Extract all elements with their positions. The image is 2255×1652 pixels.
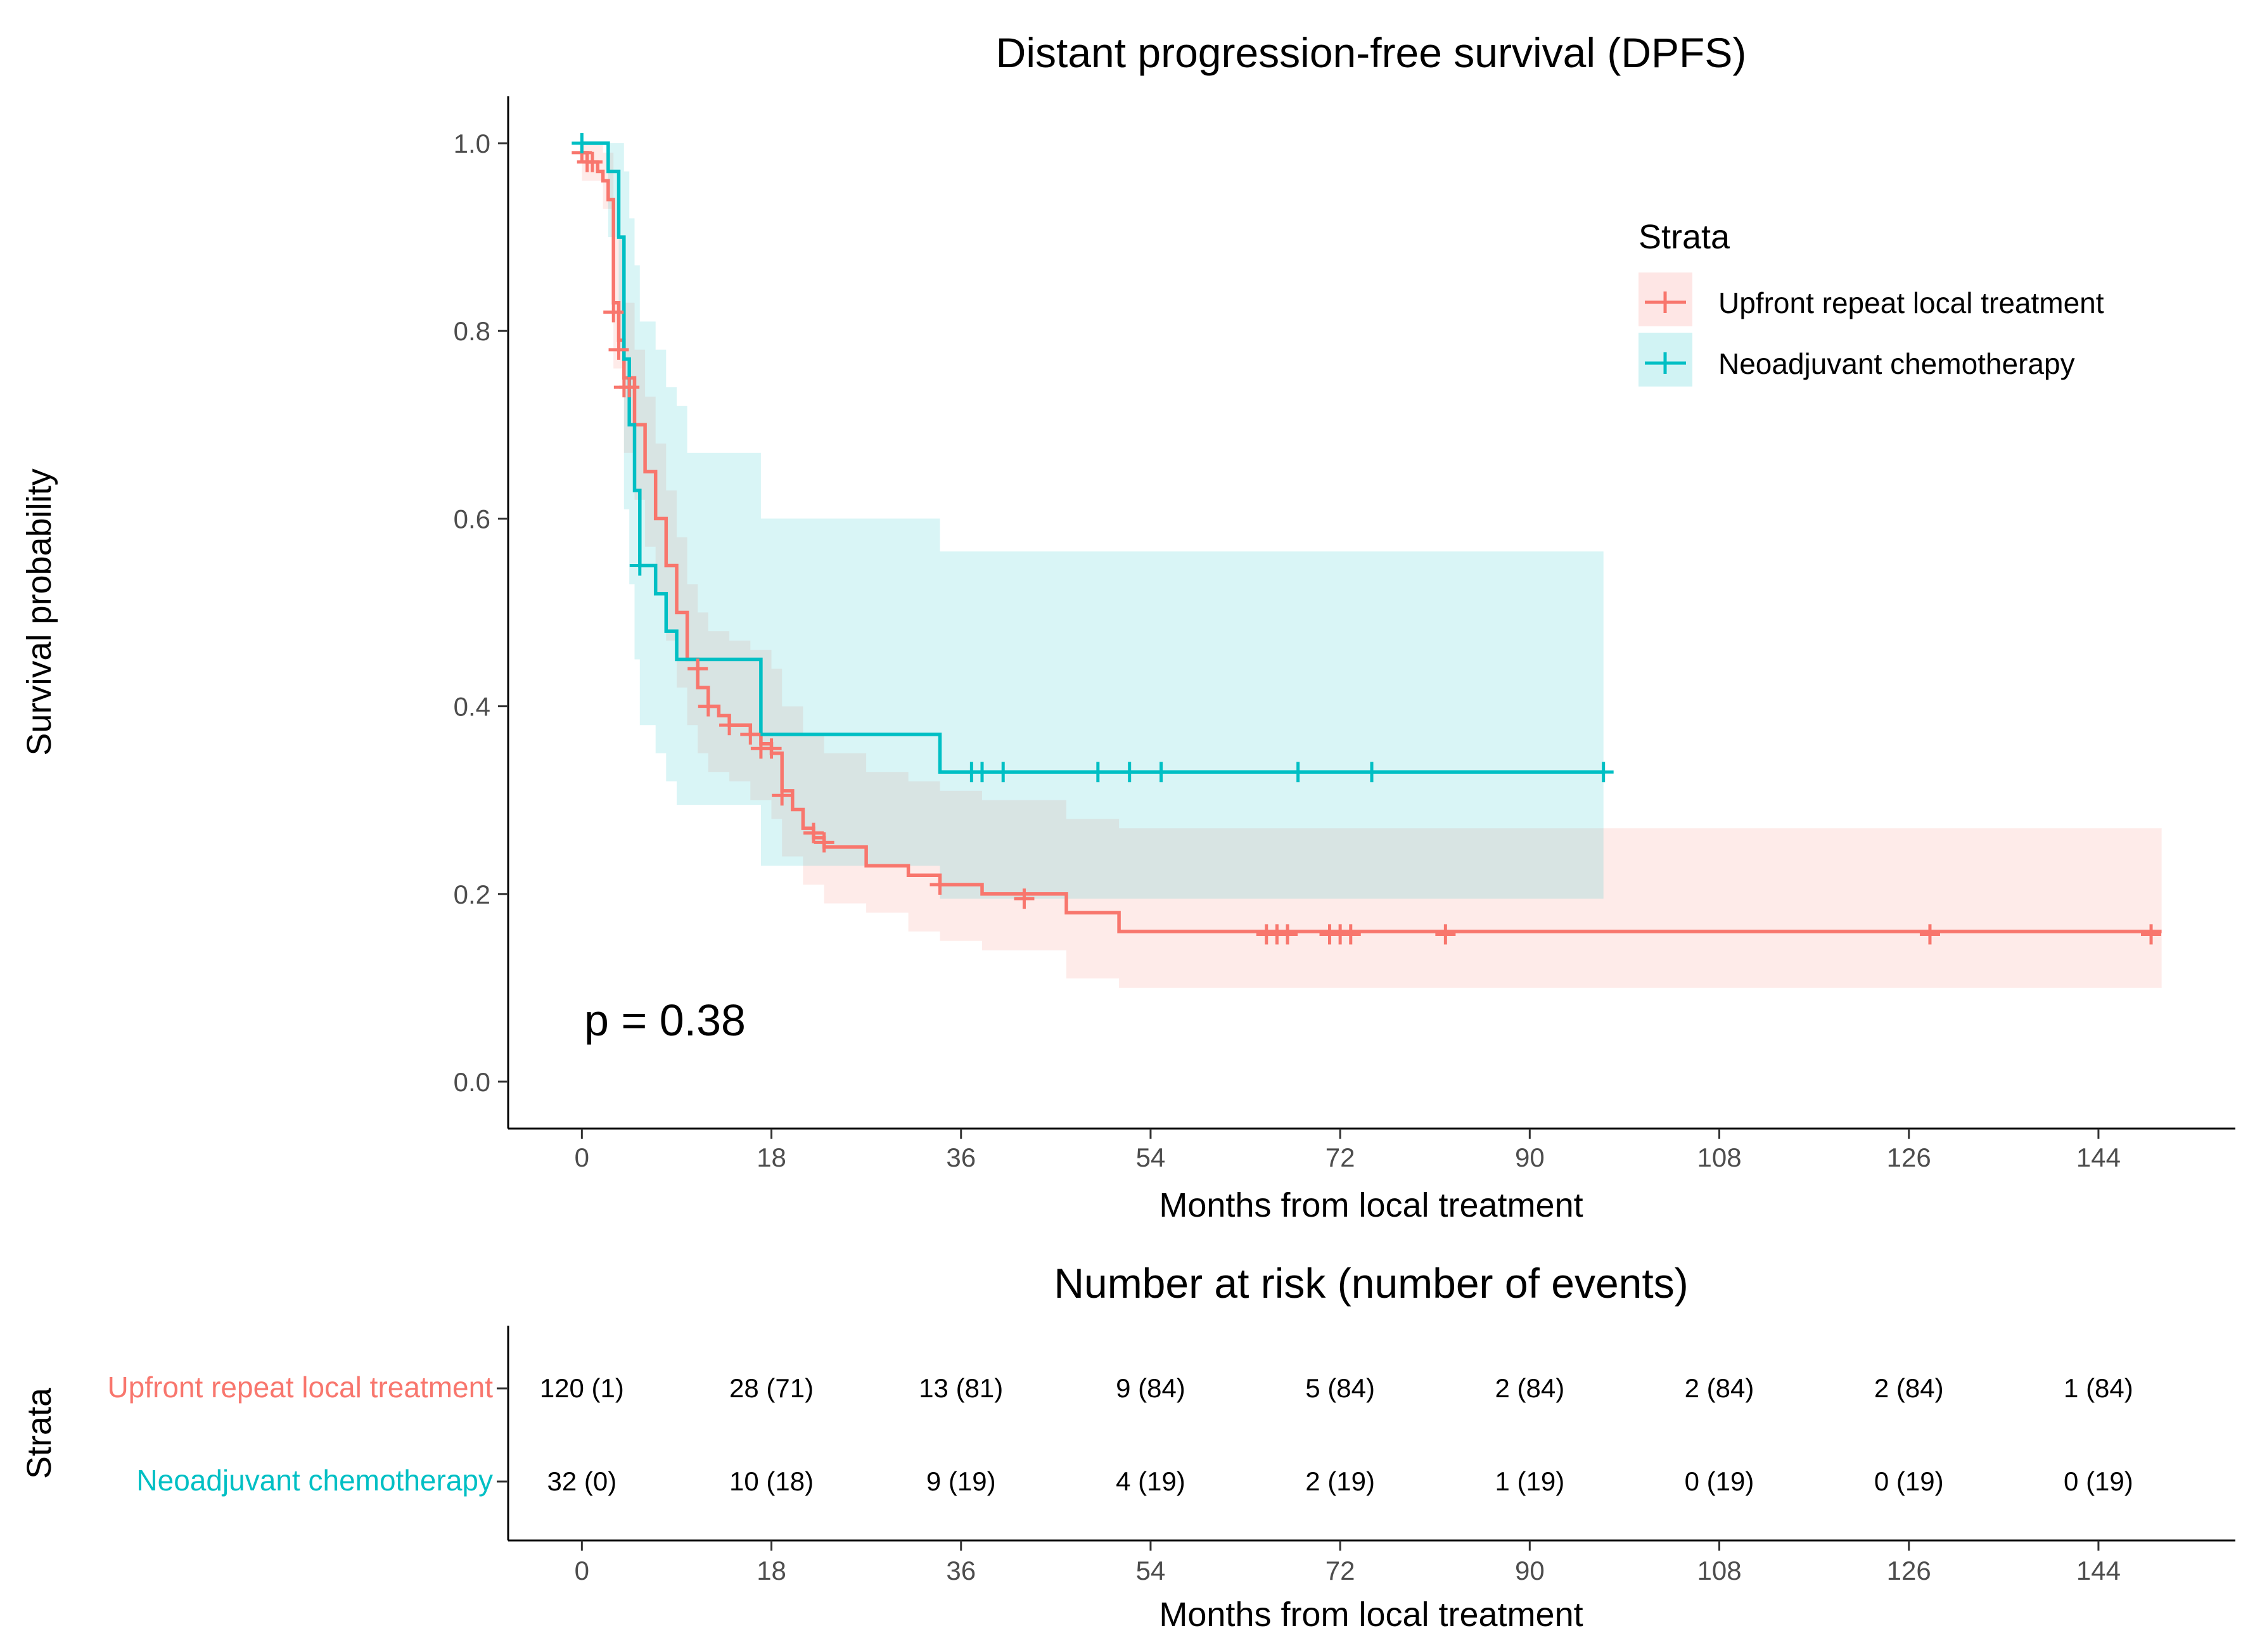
x-axis-label: Months from local treatment — [1159, 1186, 1583, 1224]
x-tick-label: 126 — [1887, 1143, 1931, 1172]
censor-mark-neoadjuvant — [572, 133, 592, 154]
risk-x-tick-label: 108 — [1697, 1556, 1741, 1585]
risk-cell: 2 (19) — [1305, 1466, 1375, 1496]
risk-cell: 2 (84) — [1874, 1373, 1944, 1403]
x-tick-label: 0 — [575, 1143, 589, 1172]
y-tick-label: 1.0 — [454, 129, 490, 158]
censor-mark-upfront — [582, 151, 603, 172]
risk-cell: 2 (84) — [1495, 1373, 1564, 1403]
x-tick-label: 18 — [757, 1143, 786, 1172]
censor-mark-upfront — [772, 785, 793, 806]
x-tick-label: 54 — [1136, 1143, 1166, 1172]
risk-cell: 1 (84) — [2064, 1373, 2133, 1403]
x-tick-label: 36 — [946, 1143, 976, 1172]
risk-x-tick-label: 90 — [1515, 1556, 1545, 1585]
censor-mark-neoadjuvant — [1362, 762, 1382, 783]
censor-mark-upfront — [603, 302, 624, 323]
y-tick-label: 0.4 — [454, 692, 490, 722]
risk-x-tick-label: 144 — [2076, 1556, 2121, 1585]
risk-x-tick-label: 126 — [1887, 1556, 1931, 1585]
x-tick-label: 72 — [1326, 1143, 1355, 1172]
censor-mark-neoadjuvant — [1593, 762, 1614, 783]
censor-mark-upfront — [761, 738, 782, 759]
risk-cell: 13 (81) — [919, 1373, 1003, 1403]
x-tick-label: 90 — [1515, 1143, 1545, 1172]
legend-item-upfront: Upfront repeat local treatment — [1718, 286, 2104, 319]
censor-mark-upfront — [1014, 888, 1035, 909]
risk-cell: 4 (19) — [1116, 1466, 1185, 1496]
survival-curve-upfront — [582, 151, 2162, 933]
censor-mark-neoadjuvant — [971, 762, 992, 783]
risk-x-tick-label: 72 — [1326, 1556, 1355, 1585]
censor-mark-neoadjuvant — [993, 762, 1014, 783]
x-axis-ticks: 0 18 36 54 72 90 108 126 144 — [575, 1129, 2121, 1172]
censor-mark-upfront — [1435, 924, 1456, 945]
legend-item-neoadjuvant: Neoadjuvant chemotherapy — [1718, 347, 2075, 380]
risk-cell: 1 (19) — [1495, 1466, 1564, 1496]
risk-cell: 9 (84) — [1116, 1373, 1185, 1403]
censor-mark-upfront — [1340, 924, 1361, 945]
censor-mark-neoadjuvant — [629, 555, 650, 576]
censor-mark-upfront — [814, 832, 834, 853]
confidence-bands — [582, 143, 2162, 988]
y-tick-label: 0.0 — [454, 1067, 490, 1097]
censor-mark-upfront — [698, 696, 719, 717]
x-tick-label: 144 — [2076, 1143, 2121, 1172]
risk-table-x-label: Months from local treatment — [1159, 1596, 1583, 1634]
censor-mark-upfront — [687, 658, 708, 679]
y-axis-ticks: 0.0 0.2 0.4 0.6 0.8 1.0 — [454, 129, 508, 1097]
survival-curves — [582, 141, 2162, 933]
censor-mark-neoadjuvant — [1119, 762, 1140, 783]
risk-cell: 10 (18) — [729, 1466, 814, 1496]
censor-mark-neoadjuvant — [1151, 762, 1172, 783]
chart-title: Distant progression-free survival (DPFS) — [996, 29, 1747, 76]
censor-mark-upfront — [719, 715, 740, 736]
risk-table-x-ticks: 0 18 36 54 72 90 108 126 144 — [575, 1540, 2121, 1585]
censor-marks — [572, 133, 2162, 945]
risk-table-y-label: Strata — [20, 1387, 58, 1479]
risk-cell: 32 (0) — [547, 1466, 616, 1496]
risk-table-title: Number at risk (number of events) — [1054, 1260, 1688, 1307]
censor-mark-upfront — [619, 377, 640, 398]
censor-mark-upfront — [929, 874, 950, 895]
survival-curve-neoadjuvant — [582, 141, 1604, 774]
risk-cell: 5 (84) — [1305, 1373, 1375, 1403]
p-value-label: p = 0.38 — [584, 996, 746, 1045]
risk-table-cells: 120 (1) 28 (71) 13 (81) 9 (84) 5 (84) 2 (84) 2… — [540, 1373, 2133, 1496]
risk-x-tick-label: 18 — [757, 1556, 786, 1585]
censor-mark-neoadjuvant — [1287, 762, 1308, 783]
y-tick-label: 0.2 — [454, 880, 490, 909]
risk-cell: 0 (19) — [1874, 1466, 1944, 1496]
censor-mark-upfront — [740, 724, 761, 745]
censor-mark-upfront — [2141, 924, 2162, 945]
risk-row-label-upfront: Upfront repeat local treatment — [107, 1371, 493, 1404]
risk-row-label-neoadjuvant: Neoadjuvant chemotherapy — [136, 1464, 493, 1497]
y-tick-label: 0.8 — [454, 316, 490, 346]
censor-mark-upfront — [1919, 924, 1940, 945]
y-axis-label: Survival probability — [20, 468, 58, 755]
risk-x-tick-label: 54 — [1136, 1556, 1166, 1585]
risk-x-tick-label: 36 — [946, 1556, 976, 1585]
risk-cell: 28 (71) — [729, 1373, 814, 1403]
risk-cell: 120 (1) — [540, 1373, 624, 1403]
risk-x-tick-label: 0 — [575, 1556, 589, 1585]
risk-cell: 9 (19) — [926, 1466, 996, 1496]
confidence-band-neoadjuvant — [582, 143, 1604, 899]
censor-mark-upfront — [803, 823, 824, 843]
legend: Strata Upfront repeat local treatment Ne… — [1639, 218, 2104, 387]
censor-mark-neoadjuvant — [1087, 762, 1108, 783]
risk-cell: 2 (84) — [1685, 1373, 1754, 1403]
censor-mark-upfront — [608, 339, 629, 360]
x-tick-label: 108 — [1697, 1143, 1741, 1172]
risk-cell: 0 (19) — [1685, 1466, 1754, 1496]
confidence-band-upfront — [582, 143, 2162, 988]
legend-title: Strata — [1639, 218, 1730, 256]
censor-mark-upfront — [1277, 924, 1298, 945]
risk-cell: 0 (19) — [2064, 1466, 2133, 1496]
y-tick-label: 0.6 — [454, 504, 490, 534]
